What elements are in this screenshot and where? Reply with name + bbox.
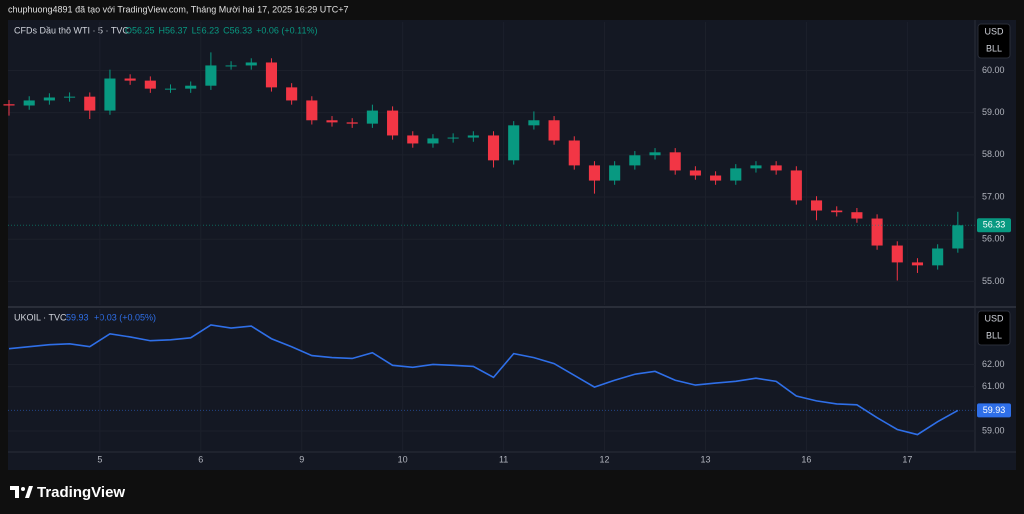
candle-body bbox=[871, 218, 883, 246]
y-tick-label: 58.00 bbox=[982, 149, 1005, 159]
x-tick-label: 5 bbox=[97, 454, 102, 464]
candle-body bbox=[568, 140, 580, 166]
candle-body bbox=[164, 88, 177, 90]
last-price-label: 59.93 bbox=[983, 405, 1006, 415]
candle-body bbox=[750, 165, 762, 169]
header: chuphuong4891 đã tạo với TradingView.com… bbox=[8, 4, 348, 14]
y-tick-label: 60.00 bbox=[982, 65, 1005, 75]
candle-body bbox=[487, 135, 500, 161]
candle-body bbox=[346, 122, 358, 124]
candle-body bbox=[286, 87, 298, 101]
x-tick-label: 17 bbox=[902, 454, 912, 464]
x-tick-label: 6 bbox=[198, 454, 203, 464]
candle-body bbox=[710, 175, 722, 181]
candle-body bbox=[528, 120, 540, 126]
unit-box bbox=[977, 310, 1011, 346]
candle-body bbox=[64, 96, 76, 98]
logo bbox=[10, 486, 33, 498]
candle-body bbox=[144, 80, 156, 89]
candle-body bbox=[427, 138, 439, 144]
y-tick-label: 56.00 bbox=[982, 234, 1005, 244]
candle-body bbox=[689, 170, 701, 176]
price-line bbox=[8, 324, 959, 436]
x-tick-label: 16 bbox=[801, 454, 811, 464]
unit: BLL bbox=[986, 330, 1002, 340]
candle-body bbox=[467, 135, 479, 138]
x-tick-label: 10 bbox=[398, 454, 408, 464]
candle-body bbox=[831, 210, 843, 213]
candle-body bbox=[387, 110, 399, 136]
candle-body bbox=[810, 200, 823, 211]
candle-body bbox=[790, 170, 802, 201]
candle-body bbox=[124, 78, 136, 81]
candle-body bbox=[911, 262, 924, 266]
candle-body bbox=[366, 110, 378, 124]
footer-brand: TradingView bbox=[37, 484, 125, 501]
ohlc-value: +0.06 (+0.11%) bbox=[256, 25, 317, 35]
y-tick-label: 61.00 bbox=[982, 381, 1005, 391]
y-tick-label: 62.00 bbox=[982, 359, 1005, 369]
candle-body bbox=[84, 96, 96, 111]
x-tick-label: 13 bbox=[700, 454, 710, 464]
x-tick-label: 11 bbox=[499, 454, 508, 464]
last-price-label: 56.33 bbox=[983, 220, 1006, 230]
candle-body bbox=[669, 152, 681, 171]
candle-body bbox=[3, 104, 15, 106]
candle-body bbox=[407, 135, 419, 144]
ohlc-value: O56.25 bbox=[125, 25, 155, 35]
candle-body bbox=[43, 97, 55, 101]
ohlc-value: L56.23 bbox=[192, 25, 220, 35]
unit: USD bbox=[984, 26, 1004, 36]
candle-body bbox=[932, 248, 944, 266]
candle-body bbox=[891, 245, 903, 263]
candle-body bbox=[730, 168, 742, 181]
candle-body bbox=[548, 120, 560, 141]
y-tick-label: 59.00 bbox=[982, 107, 1005, 117]
unit-box bbox=[977, 23, 1011, 59]
candle-body bbox=[588, 165, 601, 181]
candle-body bbox=[265, 62, 278, 88]
series-title: CFDs Dầu thô WTI · 5 · TVC bbox=[14, 25, 129, 35]
candle-body bbox=[104, 78, 116, 111]
candle-body bbox=[245, 62, 257, 66]
ohlc-value: H56.37 bbox=[159, 25, 188, 35]
candle-body bbox=[851, 212, 863, 219]
candle-body bbox=[649, 152, 661, 156]
last-price-box bbox=[977, 403, 1011, 418]
candle-body bbox=[23, 100, 35, 106]
ohlc-legend: O56.25 H56.37 L56.23 C56.33 +0.06 (+0.11%) bbox=[125, 25, 318, 35]
candle-body bbox=[205, 65, 217, 86]
y-tick-label: 59.00 bbox=[982, 425, 1005, 435]
y-tick-label: 57.00 bbox=[982, 191, 1005, 201]
x-tick-label: 12 bbox=[600, 454, 610, 464]
ohlc-value: C56.33 bbox=[223, 25, 252, 35]
series-title: UKOIL · TVC bbox=[14, 312, 67, 322]
legend-change: +0.03 (+0.05%) bbox=[94, 312, 156, 322]
logo-mark bbox=[25, 486, 33, 498]
candle-body bbox=[609, 165, 621, 181]
unit: BLL bbox=[986, 43, 1002, 53]
chart-area bbox=[8, 20, 1016, 470]
logo-mark bbox=[21, 487, 25, 491]
legend-value: 59.93 bbox=[66, 312, 89, 322]
unit: USD bbox=[984, 313, 1004, 323]
x-tick-label: 9 bbox=[299, 454, 304, 464]
logo-mark bbox=[10, 486, 19, 498]
candle-body bbox=[326, 120, 338, 123]
candle-body bbox=[185, 85, 197, 89]
candle-body bbox=[447, 137, 459, 139]
candle-body bbox=[770, 165, 782, 171]
last-price-box bbox=[977, 218, 1011, 233]
candle-body bbox=[225, 65, 237, 67]
candle-body bbox=[508, 125, 520, 161]
candle-body bbox=[952, 225, 964, 249]
candle-body bbox=[629, 155, 641, 166]
y-tick-label: 55.00 bbox=[982, 276, 1005, 286]
candle-body bbox=[306, 100, 318, 121]
